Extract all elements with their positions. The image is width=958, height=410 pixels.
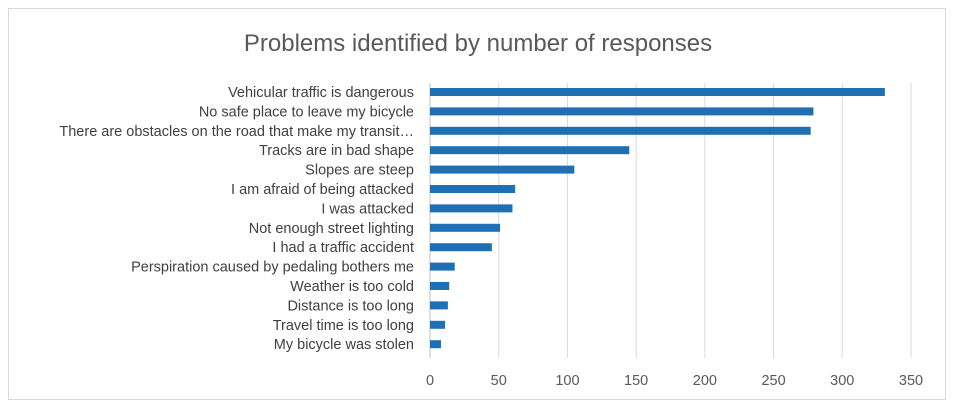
- x-tick-label: 300: [830, 373, 854, 389]
- category-label: I am afraid of being attacked: [231, 182, 414, 198]
- bar: [430, 243, 492, 252]
- x-tick-label: 350: [899, 373, 923, 389]
- category-label: Perspiration caused by pedaling bothers …: [131, 260, 414, 276]
- category-label: Vehicular traffic is dangerous: [228, 85, 414, 101]
- x-tick-label: 150: [624, 373, 648, 389]
- bars: [430, 88, 885, 349]
- bar: [430, 223, 501, 232]
- chart-title: Problems identified by number of respons…: [244, 30, 712, 57]
- x-tick-label: 250: [761, 373, 785, 389]
- bar: [430, 301, 448, 310]
- bar: [430, 126, 811, 135]
- x-tick-label: 200: [693, 373, 717, 389]
- bar: [430, 146, 630, 155]
- bar: [430, 262, 455, 271]
- category-label: Weather is too cold: [290, 279, 414, 295]
- category-label: My bicycle was stolen: [274, 337, 414, 353]
- x-tick-label: 100: [555, 373, 579, 389]
- category-label: There are obstacles on the road that mak…: [59, 124, 414, 140]
- bar: [430, 282, 450, 290]
- category-label: Not enough street lighting: [249, 221, 414, 237]
- bar: [430, 88, 885, 96]
- category-label: Distance is too long: [287, 298, 414, 314]
- x-tick-label: 0: [426, 373, 434, 389]
- category-label: Tracks are in bad shape: [259, 143, 414, 159]
- chart-container: Problems identified by number of respons…: [8, 8, 946, 400]
- bar: [430, 107, 814, 116]
- gridlines: [429, 83, 912, 358]
- category-label: Slopes are steep: [305, 163, 414, 179]
- bar: [430, 340, 441, 349]
- category-label: Travel time is too long: [273, 318, 414, 334]
- x-axis-ticks: 0 50 100 150 200 250 300 350: [426, 373, 923, 389]
- x-tick-label: 50: [491, 373, 507, 389]
- category-label: I was attacked: [321, 201, 414, 217]
- bar: [430, 165, 575, 174]
- bar: [430, 185, 516, 193]
- bar-chart: Problems identified by number of respons…: [59, 30, 923, 389]
- category-label: No safe place to leave my bicycle: [199, 104, 414, 120]
- category-label: I had a traffic accident: [272, 240, 414, 256]
- category-labels: Vehicular traffic is dangerous No safe pl…: [59, 85, 414, 353]
- bar: [430, 320, 446, 329]
- bar: [430, 204, 513, 213]
